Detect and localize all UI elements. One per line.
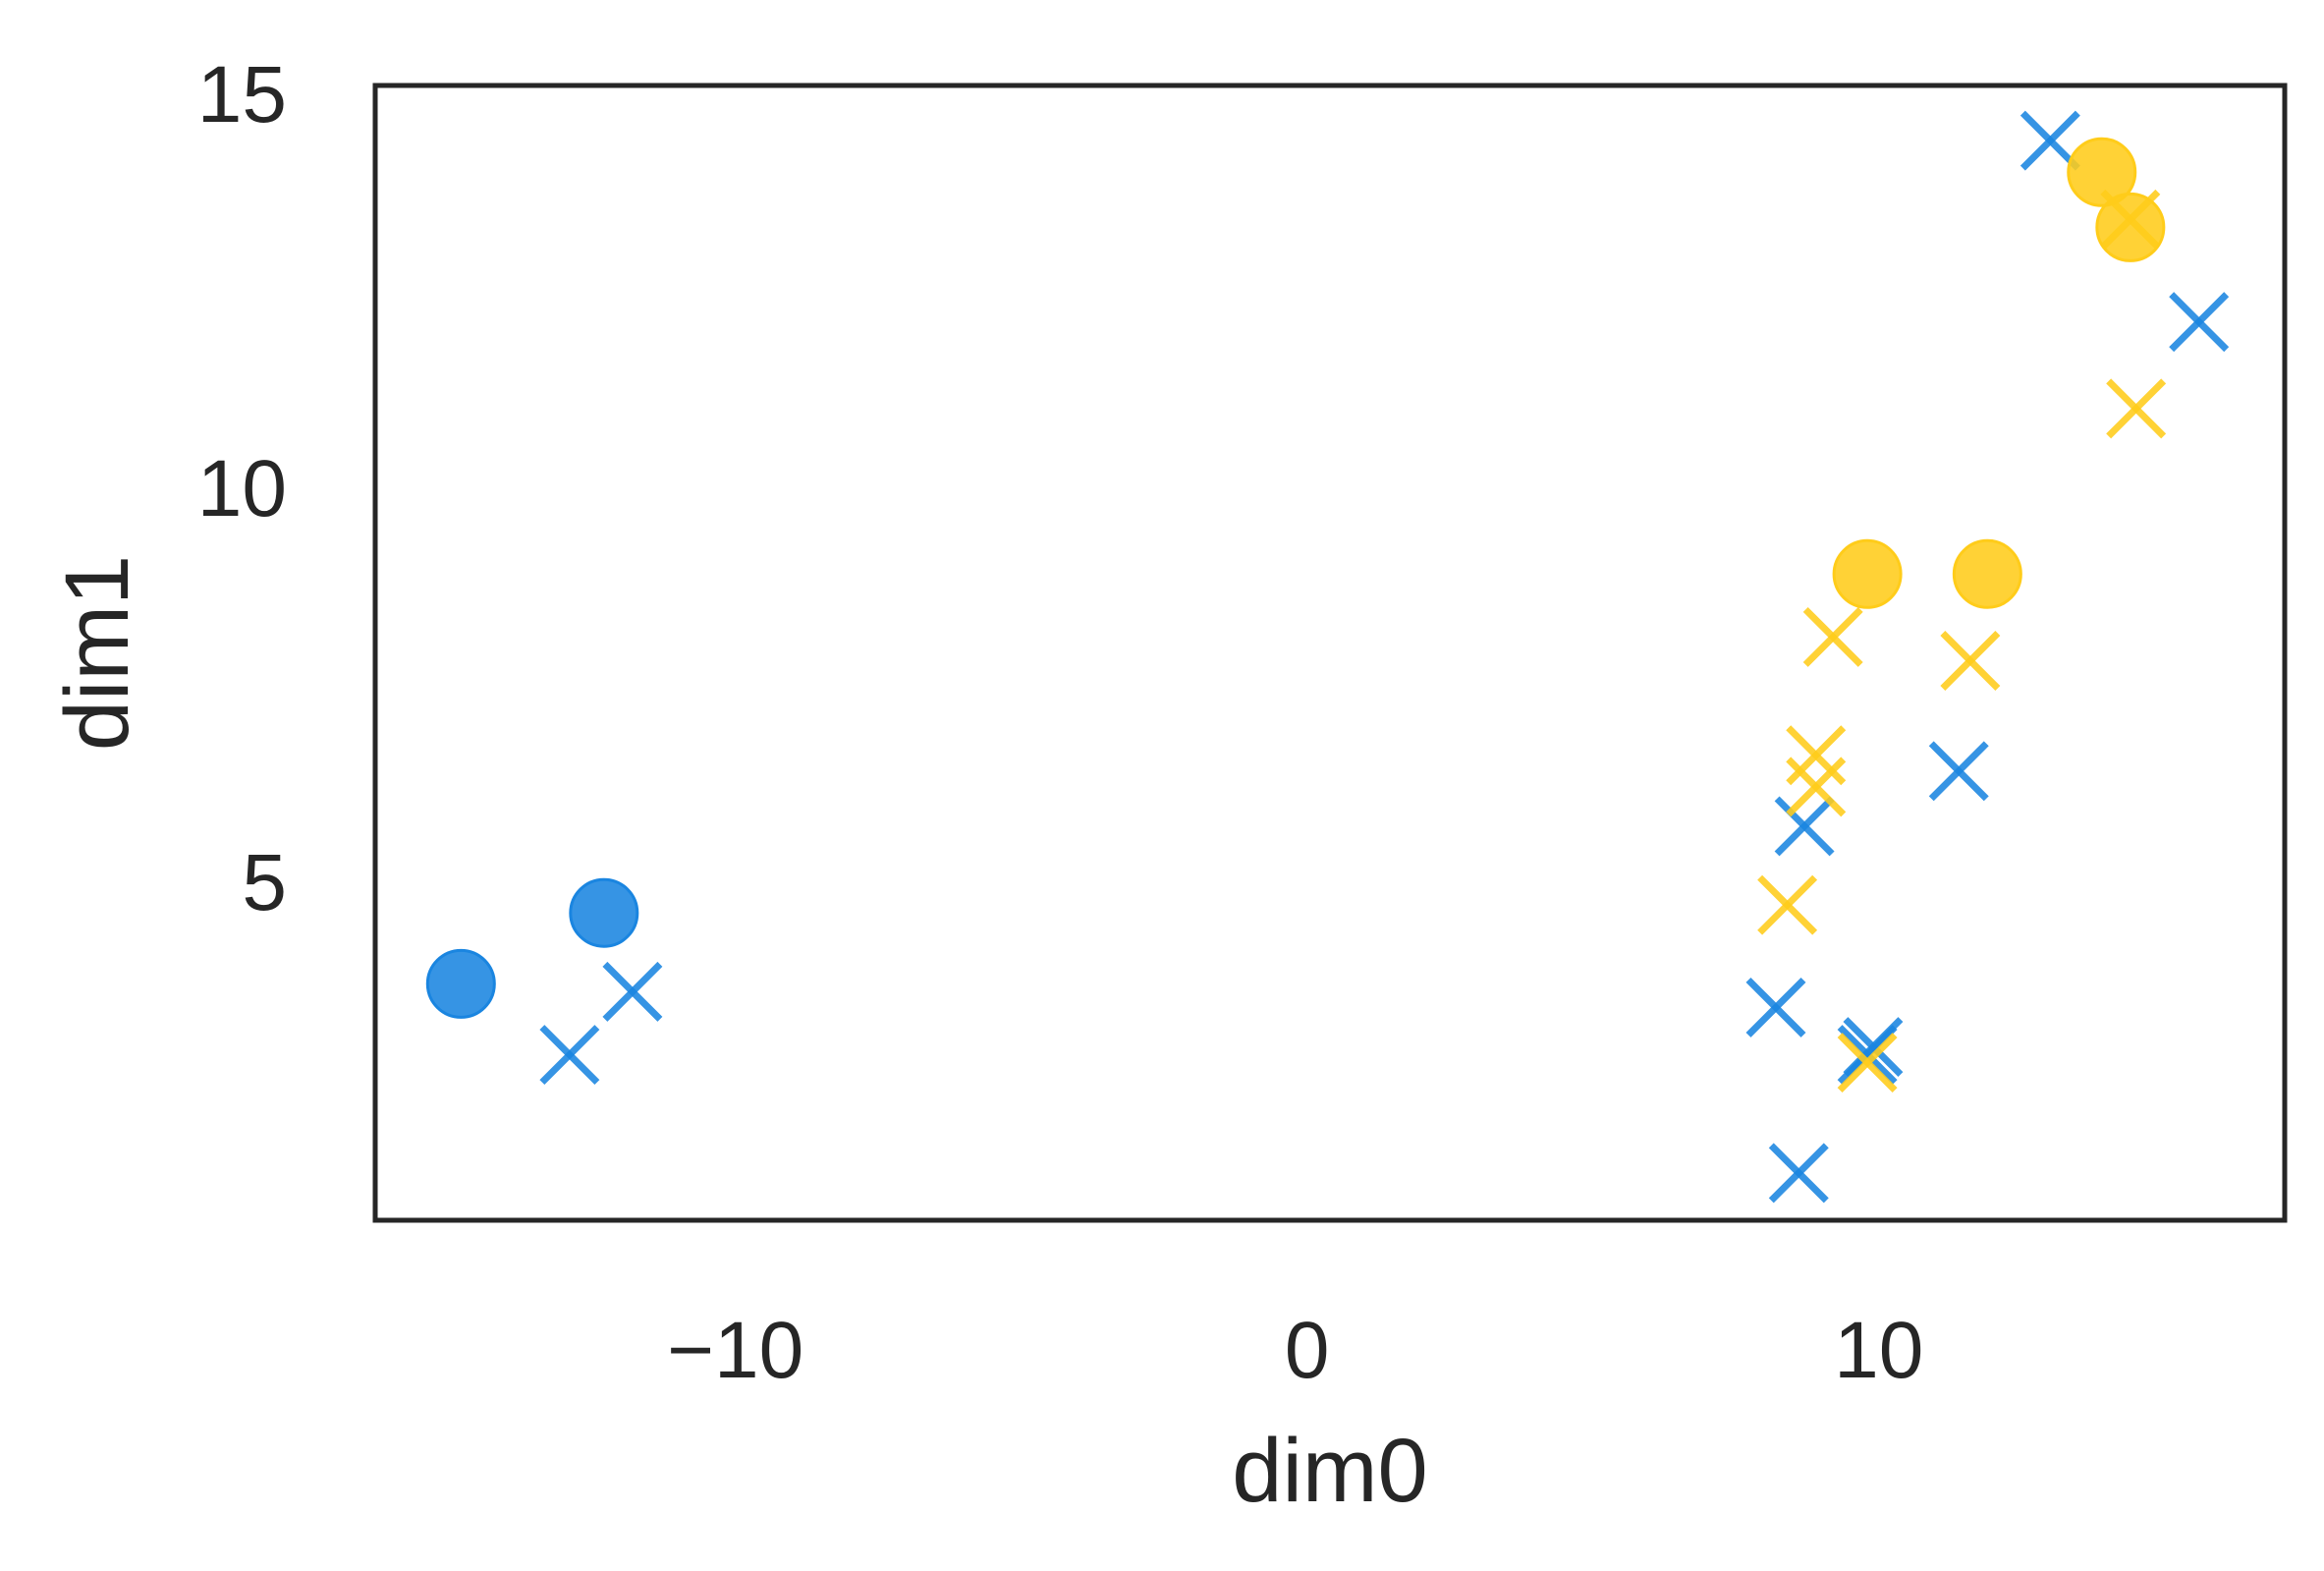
yellow-x-point bbox=[1757, 874, 1818, 935]
yellow-x-point bbox=[1837, 1033, 1898, 1094]
x-tick-label: 10 bbox=[1834, 1306, 1923, 1395]
yellow-x-point bbox=[1786, 725, 1847, 786]
blue-circle-point bbox=[569, 877, 639, 948]
blue-x-point bbox=[1843, 1017, 1904, 1078]
blue-x-point bbox=[1928, 741, 1989, 802]
yellow-x-point bbox=[2106, 378, 2167, 439]
yellow-circle-point bbox=[1832, 538, 1903, 609]
plot-marks bbox=[425, 110, 2230, 1204]
yellow-x-point bbox=[1940, 631, 2001, 691]
yellow-circle-point bbox=[2067, 137, 2137, 207]
x-axis-label: dim0 bbox=[1232, 1421, 1427, 1521]
blue-x-point bbox=[602, 961, 663, 1022]
y-axis-label: dim1 bbox=[47, 555, 147, 751]
blue-x-point bbox=[2020, 110, 2080, 171]
blue-x-point bbox=[539, 1025, 600, 1086]
plot-frame bbox=[372, 83, 2288, 1223]
y-tick-label: 5 bbox=[242, 838, 287, 927]
blue-x-point bbox=[1768, 1143, 1829, 1204]
blue-x-point bbox=[1745, 977, 1806, 1038]
blue-x-point bbox=[1774, 796, 1835, 857]
blue-x-point bbox=[2169, 292, 2230, 353]
yellow-x-point bbox=[1786, 757, 1847, 817]
y-tick-label: 10 bbox=[197, 444, 287, 533]
blue-circle-point bbox=[425, 948, 496, 1019]
yellow-circle-point bbox=[1952, 538, 2022, 609]
x-tick-label: 0 bbox=[1285, 1306, 1330, 1395]
x-tick-label: −10 bbox=[667, 1306, 803, 1395]
ticks-layer: −10 0 10 5 10 15 bbox=[197, 50, 1924, 1395]
yellow-circle-point bbox=[2095, 192, 2166, 262]
y-tick-label: 15 bbox=[197, 50, 287, 140]
yellow-x-point bbox=[2100, 189, 2161, 250]
yellow-x-point bbox=[1802, 606, 1863, 667]
